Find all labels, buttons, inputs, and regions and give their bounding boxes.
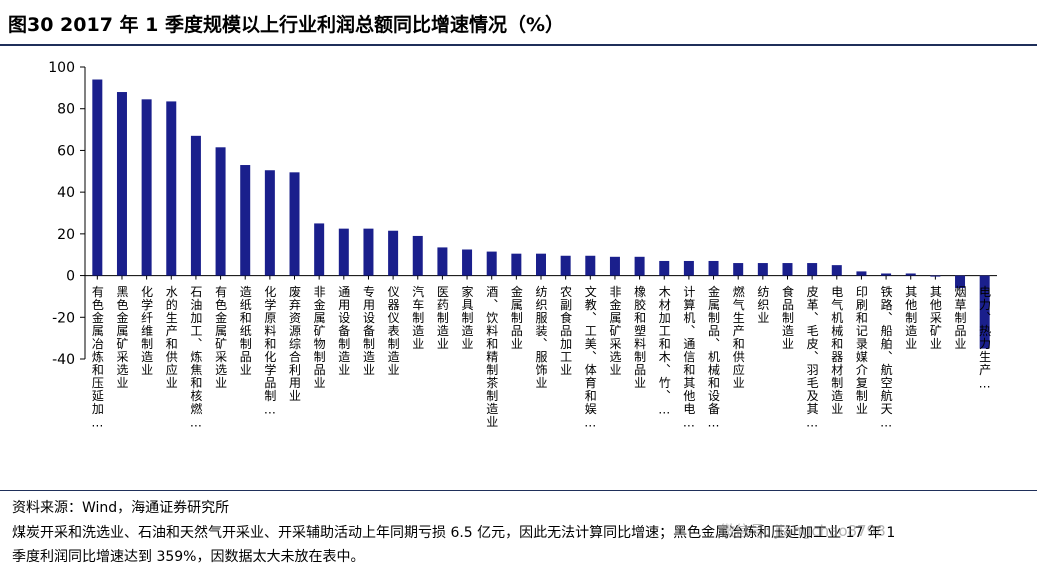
bar xyxy=(141,99,152,276)
bar xyxy=(388,230,399,276)
bar xyxy=(683,260,694,276)
x-category-label: 皮革、毛皮、羽毛及其… xyxy=(805,285,819,430)
x-category-label: 非金属矿物制品业 xyxy=(312,285,326,389)
bar xyxy=(659,260,670,276)
x-category-label: 汽车制造业 xyxy=(411,284,425,350)
x-category-label: 黑色金属矿采选业 xyxy=(115,285,129,389)
bar xyxy=(92,79,103,276)
title-rule xyxy=(0,44,1037,46)
bar xyxy=(338,228,349,276)
bar xyxy=(314,223,325,276)
bar xyxy=(733,263,744,276)
bar xyxy=(412,235,423,276)
x-category-label: 燃气生产和供应业 xyxy=(731,284,745,389)
bar xyxy=(190,135,201,276)
x-category-label: 专用设备制造业 xyxy=(361,284,375,376)
bar xyxy=(905,273,916,276)
x-category-label: 电力、热力生产… xyxy=(978,285,992,391)
bar xyxy=(511,253,522,276)
x-category-label: 金属制品、机械和设备… xyxy=(707,284,721,430)
bar xyxy=(215,147,226,276)
x-category-label: 家具制造业 xyxy=(460,284,474,350)
footer-rule xyxy=(0,490,1037,491)
bar xyxy=(609,256,620,276)
x-category-label: 印刷和记录媒介复制业 xyxy=(854,285,868,415)
y-tick-label: 100 xyxy=(48,60,75,76)
bar xyxy=(757,263,768,276)
y-tick-label: 0 xyxy=(66,269,75,285)
bar xyxy=(437,247,448,276)
x-category-label: 废弃资源综合利用业 xyxy=(288,284,302,402)
x-category-label: 木材加工和木、竹、… xyxy=(657,285,671,417)
x-category-label: 化学原料和化学品制… xyxy=(263,285,277,417)
x-category-label: 纺织业 xyxy=(756,285,770,324)
x-category-label: 其他采矿业 xyxy=(928,285,942,350)
bar xyxy=(807,263,818,276)
x-category-label: 造纸和纸制品业 xyxy=(238,285,252,376)
y-tick-label: 80 xyxy=(57,102,75,118)
footnote: 煤炭开采和洗选业、石油和天然气开采业、开采辅助活动上年同期亏损 6.5 亿元，因… xyxy=(12,525,896,565)
y-tick-label: 20 xyxy=(57,227,75,243)
x-category-label: 水的生产和供应业 xyxy=(164,285,178,389)
source-note: 资料来源：Wind，海通证券研究所 xyxy=(12,500,230,516)
x-category-label: 非金属矿采选业 xyxy=(608,285,622,376)
bar xyxy=(881,273,892,276)
bar xyxy=(536,253,546,276)
x-category-label: 食品制造业 xyxy=(780,284,794,350)
x-category-label: 酒、饮料和精制茶制造业 xyxy=(485,285,499,428)
bar xyxy=(955,275,966,289)
bar xyxy=(782,263,793,276)
label-layer: 有色金属冶炼和压延加… 黑色金属矿采选业 化学纤维制造业 水的生产和供应业 石油加工、炼… xyxy=(90,284,991,430)
x-category-label: 计算机、通信和其他电… xyxy=(682,285,696,430)
x-category-label: 文教、工美、体育和娱… xyxy=(583,284,597,430)
bar xyxy=(979,275,990,349)
bar xyxy=(708,260,719,276)
x-category-label: 电气机械和器材制造业 xyxy=(830,285,844,415)
y-tick-label: -40 xyxy=(52,352,75,368)
x-category-label: 烟草制品业 xyxy=(953,285,967,350)
page-title: 图30 2017 年 1 季度规模以上行业利润总额同比增速情况（%） xyxy=(8,14,565,36)
x-category-label: 橡胶和塑料制品业 xyxy=(633,285,647,389)
x-category-label: 石油加工、炼焦和核燃… xyxy=(189,286,203,431)
x-category-label: 仪器仪表制造业 xyxy=(386,286,400,377)
x-category-label: 通用设备制造业 xyxy=(337,285,351,376)
bar xyxy=(585,255,596,276)
bar xyxy=(116,92,127,276)
bar xyxy=(831,265,842,276)
bar xyxy=(560,255,571,276)
bar xyxy=(240,165,251,276)
x-category-label: 农副食品加工业 xyxy=(559,285,573,376)
x-category-label: 有色金属矿采选业 xyxy=(214,285,228,389)
bar xyxy=(264,170,275,276)
y-tick-label: 40 xyxy=(57,185,75,201)
bar xyxy=(486,251,497,276)
x-category-label: 医药制造业 xyxy=(435,286,449,351)
bar xyxy=(462,249,473,276)
bar-layer xyxy=(92,79,990,349)
x-category-label: 铁路、船舶、航空航天… xyxy=(879,285,893,430)
x-category-label: 金属制品业 xyxy=(509,284,523,350)
y-tick-label: -20 xyxy=(52,310,75,326)
x-category-label: 化学纤维制造业 xyxy=(140,285,154,376)
y-tick-label: 60 xyxy=(57,143,75,159)
x-category-label: 有色金属冶炼和压延加… xyxy=(90,285,104,430)
bar xyxy=(634,256,645,276)
bar xyxy=(856,271,867,276)
x-category-label: 其他制造业 xyxy=(904,285,918,350)
bar xyxy=(166,101,177,276)
x-category-label: 纺织服装、服饰业 xyxy=(534,285,548,389)
bar xyxy=(289,172,300,276)
bar xyxy=(930,275,941,277)
bar xyxy=(363,228,374,276)
wechat-watermark: 微信号: jiangchao8798 xyxy=(720,522,886,540)
